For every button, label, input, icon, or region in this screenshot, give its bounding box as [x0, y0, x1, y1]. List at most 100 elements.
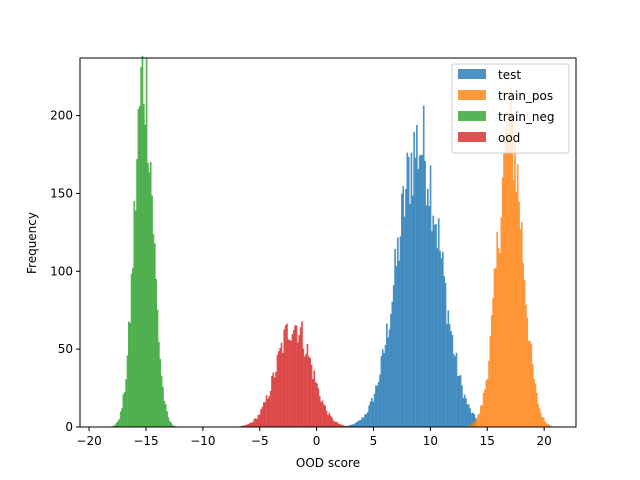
- y-axis-ticks: 0 50 100 150 200: [50, 109, 80, 434]
- histogram-bar: [531, 364, 534, 427]
- histogram-bar: [492, 297, 494, 427]
- histogram-bar: [478, 413, 481, 427]
- histogram-bar: [343, 425, 346, 427]
- histogram-bar: [490, 315, 493, 427]
- histogram-bar: [470, 413, 473, 427]
- histogram-bar: [297, 342, 299, 427]
- histogram-bar: [428, 206, 431, 427]
- histogram-bar: [425, 205, 428, 427]
- histogram-bar: [411, 195, 414, 427]
- histogram-bar: [322, 404, 325, 427]
- histogram-bar: [252, 422, 254, 427]
- histogram-bar: [455, 352, 458, 427]
- histogram-bar: [471, 423, 474, 427]
- histogram-bar: [392, 285, 395, 427]
- histogram-bar: [277, 351, 280, 427]
- histogram-bar: [279, 347, 281, 427]
- histogram-bar: [511, 115, 514, 427]
- histogram-bar: [126, 355, 129, 427]
- histogram-bar: [472, 412, 474, 427]
- histogram-bar: [507, 136, 509, 428]
- x-tick-label: 10: [423, 434, 438, 448]
- histogram-bar: [447, 310, 450, 427]
- histogram-bar: [527, 340, 530, 427]
- histogram-bar: [459, 375, 462, 427]
- histogram-bar: [115, 422, 118, 427]
- histogram-bar: [549, 425, 552, 427]
- histogram-bar: [533, 378, 535, 427]
- histogram-bar: [518, 201, 520, 427]
- histogram-bar: [381, 349, 384, 427]
- histogram-bar: [144, 124, 147, 428]
- histogram-bar: [540, 412, 542, 427]
- histogram-bar: [454, 356, 456, 427]
- histogram-bar: [407, 156, 410, 427]
- histogram-bar: [314, 381, 317, 427]
- histogram-bar: [375, 385, 377, 427]
- histogram-bar: [402, 186, 405, 427]
- histogram-bar: [529, 341, 531, 427]
- histogram-bar: [488, 360, 490, 427]
- histogram-bar: [149, 161, 152, 428]
- histogram-bar: [508, 115, 511, 427]
- histogram-bar: [342, 425, 344, 427]
- histogram-bar: [388, 329, 391, 427]
- histogram-bar: [158, 341, 160, 427]
- histogram-bar: [542, 417, 545, 427]
- histogram-bar: [134, 210, 137, 427]
- histogram-bar: [159, 359, 162, 427]
- histogram-bar: [351, 424, 354, 427]
- legend-label-train_neg: train_neg: [498, 110, 555, 124]
- histogram-bar: [446, 324, 448, 427]
- histogram-bar: [477, 414, 479, 427]
- histogram-bar: [130, 273, 133, 427]
- y-tick-label: 100: [50, 264, 73, 278]
- histogram-bar: [479, 405, 482, 427]
- histogram-bar: [496, 231, 499, 427]
- histogram-bar: [501, 177, 504, 427]
- histogram-bar: [500, 217, 503, 427]
- histogram-bar: [267, 398, 269, 427]
- histogram-bar: [497, 247, 500, 427]
- histogram-bar: [462, 397, 465, 427]
- histogram-bar: [316, 383, 318, 427]
- histogram-bar: [358, 420, 361, 427]
- histogram-bar: [321, 400, 324, 427]
- histogram-bar: [541, 417, 544, 427]
- histogram-bar: [373, 393, 376, 427]
- histogram-bar: [486, 378, 489, 427]
- histogram-bar: [269, 390, 272, 427]
- histogram-bar: [418, 155, 421, 427]
- x-tick-label: 15: [480, 434, 495, 448]
- histogram-bar: [431, 231, 433, 427]
- histogram-bar: [366, 412, 369, 427]
- histogram-bar: [299, 327, 302, 427]
- histogram-bar: [481, 405, 484, 427]
- histogram-bar: [132, 267, 134, 427]
- y-axis-label: Frequency: [25, 212, 39, 274]
- histogram-bar: [295, 325, 298, 427]
- histogram-bar: [522, 263, 524, 427]
- histogram-bar: [344, 425, 347, 427]
- histogram-bar: [452, 354, 455, 427]
- histogram-bar: [395, 266, 398, 427]
- histogram-bar: [386, 323, 388, 427]
- histogram-bar: [156, 309, 159, 427]
- histogram-bar: [364, 414, 366, 427]
- histogram-bar: [258, 414, 261, 427]
- histogram-bar: [390, 314, 392, 427]
- histogram-bar: [548, 424, 550, 427]
- histogram-bar: [406, 152, 409, 427]
- histogram-bar: [383, 353, 385, 427]
- histogram-bar: [162, 386, 164, 427]
- histogram-bar: [283, 329, 286, 427]
- x-tick-label: −20: [76, 434, 101, 448]
- histogram-bar: [140, 66, 142, 428]
- histogram-bar: [273, 377, 276, 427]
- x-tick-label: −5: [251, 434, 269, 448]
- histogram-bar: [320, 401, 322, 427]
- histogram-bar: [525, 304, 527, 427]
- histogram-bar: [368, 405, 370, 427]
- histogram-bar: [261, 407, 264, 427]
